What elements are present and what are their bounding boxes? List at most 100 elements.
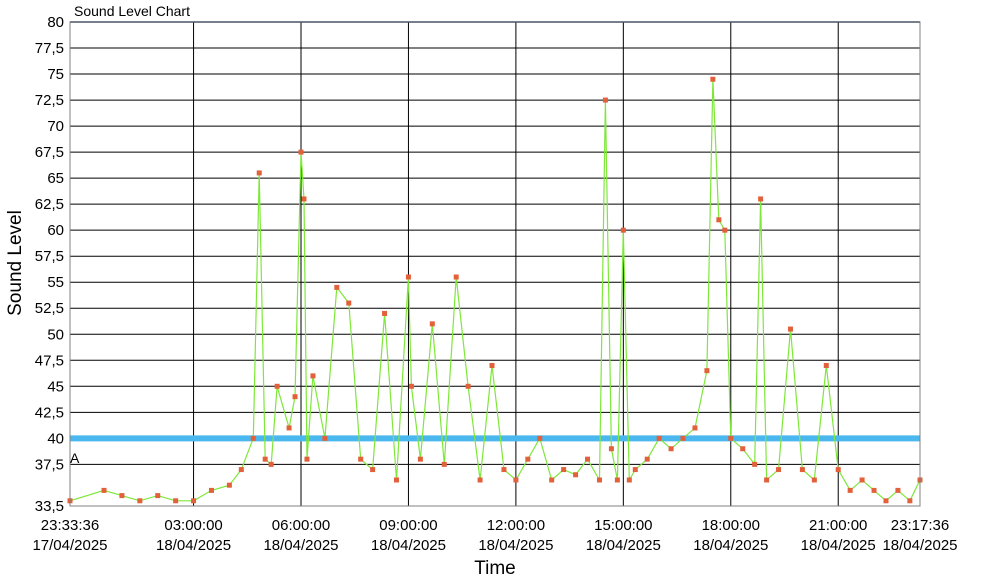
data-point <box>764 477 770 483</box>
data-point <box>453 274 459 280</box>
y-tick-label: 45 <box>47 378 64 395</box>
y-tick-label: 52,5 <box>35 300 64 317</box>
y-axis-title: Sound Level <box>5 210 26 316</box>
x-tick-time: 09:00:00 <box>379 517 437 534</box>
data-point <box>346 300 352 306</box>
data-point <box>537 435 543 441</box>
data-point <box>477 477 483 483</box>
y-tick-label: 57,5 <box>35 248 64 265</box>
data-point <box>417 456 423 462</box>
y-tick-label: 80 <box>47 14 64 31</box>
data-point <box>238 467 244 473</box>
y-tick-label: 42,5 <box>35 404 64 421</box>
data-point <box>441 461 447 467</box>
data-point <box>602 97 608 103</box>
data-point <box>298 149 304 155</box>
data-point <box>752 461 758 467</box>
data-point <box>811 477 817 483</box>
data-point <box>358 456 364 462</box>
marker-layer <box>67 76 923 504</box>
x-tick-time: 23:33:36 <box>41 517 99 534</box>
data-point <box>871 487 877 493</box>
data-point <box>787 326 793 332</box>
data-point <box>304 456 310 462</box>
data-point <box>883 498 889 504</box>
x-tick-date: 18/04/2025 <box>882 537 957 554</box>
y-tick-label: 65 <box>47 170 64 187</box>
y-tick-label: 33,5 <box>35 498 64 515</box>
data-point <box>692 425 698 431</box>
data-point <box>119 493 125 499</box>
data-point <box>262 456 268 462</box>
data-point <box>250 435 256 441</box>
data-point <box>728 435 734 441</box>
x-tick-time: 15:00:00 <box>594 517 652 534</box>
data-point <box>208 487 214 493</box>
data-point <box>101 487 107 493</box>
data-point <box>394 477 400 483</box>
y-tick-label: 77,5 <box>35 40 64 57</box>
y-tick-label: 62,5 <box>35 196 64 213</box>
data-point <box>501 467 507 473</box>
data-point <box>465 383 471 389</box>
x-tick-date: 17/04/2025 <box>32 537 107 554</box>
data-point <box>310 373 316 379</box>
data-point <box>620 227 626 233</box>
data-point <box>137 498 143 504</box>
data-point <box>656 435 662 441</box>
data-point <box>596 477 602 483</box>
data-point <box>823 362 829 368</box>
x-tick-date: 18/04/2025 <box>371 537 446 554</box>
data-point <box>561 467 567 473</box>
y-tick-label: 60 <box>47 222 64 239</box>
chart-title: Sound Level Chart <box>74 3 190 19</box>
data-point <box>301 196 307 202</box>
data-point <box>847 487 853 493</box>
data-point <box>173 498 179 504</box>
x-tick-time: 12:00:00 <box>487 517 545 534</box>
y-ticks: 33,5 37,5 40 42,5 45 47,5 50 52,5 55 57,5 60 62,5 65… <box>35 14 64 515</box>
x-tick-date: 18/04/2025 <box>478 537 553 554</box>
data-point <box>226 482 232 488</box>
data-point <box>680 435 686 441</box>
data-point <box>573 472 579 478</box>
data-point <box>268 461 274 467</box>
data-point <box>907 498 913 504</box>
y-tick-label: 67,5 <box>35 144 64 161</box>
data-point <box>835 467 841 473</box>
data-point <box>382 310 388 316</box>
y-tick-label: 72,5 <box>35 92 64 109</box>
data-point <box>191 498 197 504</box>
data-point <box>668 446 674 452</box>
data-point <box>408 383 414 389</box>
data-point <box>549 477 555 483</box>
data-point <box>286 425 292 431</box>
data-point <box>585 456 591 462</box>
annotation-label: A <box>70 450 80 466</box>
data-point <box>716 217 722 223</box>
x-axis-title: Time <box>474 558 516 579</box>
data-point <box>644 456 650 462</box>
data-point <box>722 227 728 233</box>
x-tick-date: 18/04/2025 <box>586 537 661 554</box>
data-point <box>513 477 519 483</box>
x-tick-date: 18/04/2025 <box>693 537 768 554</box>
data-point <box>429 321 435 327</box>
y-tick-label: 55 <box>47 274 64 291</box>
y-tick-label: 50 <box>47 326 64 343</box>
data-point <box>370 467 376 473</box>
data-point <box>859 477 865 483</box>
plot-frame <box>69 21 921 507</box>
data-point <box>322 435 328 441</box>
data-point <box>274 383 280 389</box>
data-point <box>632 467 638 473</box>
data-point <box>405 274 411 280</box>
x-tick-date: 18/04/2025 <box>263 537 338 554</box>
x-tick-date: 18/04/2025 <box>156 537 231 554</box>
data-point <box>704 368 710 374</box>
x-tick-time: 18:00:00 <box>702 517 760 534</box>
y-tick-label: 47,5 <box>35 352 64 369</box>
grid <box>69 21 921 507</box>
data-point <box>489 362 495 368</box>
y-tick-label: 75 <box>47 66 64 83</box>
